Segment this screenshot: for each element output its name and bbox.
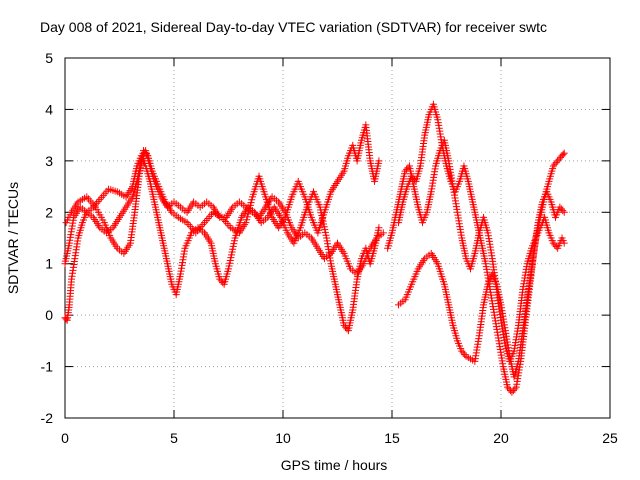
trace-e-marker xyxy=(557,205,565,213)
y-tick-label: 0 xyxy=(45,307,53,323)
trace-d-marker xyxy=(559,150,567,158)
data-points xyxy=(61,100,568,396)
trace-a-marker xyxy=(217,277,225,285)
trace-d-marker xyxy=(552,159,560,167)
trace-e-point xyxy=(508,388,516,396)
trace-e-marker xyxy=(511,385,519,393)
y-tick-label: 5 xyxy=(45,50,53,66)
trace-f-point xyxy=(560,239,568,247)
trace-a-marker xyxy=(341,323,349,331)
y-tick-label: 2 xyxy=(45,204,53,220)
trace-e-point xyxy=(504,383,512,391)
x-tick-label: 0 xyxy=(61,430,69,446)
trace-b-marker xyxy=(243,216,251,224)
trace-e-point xyxy=(560,208,568,216)
axis-ticks: 0 5 10 15 20 25 -2 -1 0 1 2 3 4 5 xyxy=(41,50,618,446)
y-tick-label: -2 xyxy=(41,410,54,426)
x-tick-label: 20 xyxy=(493,430,509,446)
trace-c-point xyxy=(379,229,387,237)
trace-d-point xyxy=(549,162,557,170)
trace-d-marker xyxy=(551,160,559,168)
x-tick-label: 10 xyxy=(275,430,291,446)
trace-b-point xyxy=(375,157,383,165)
trace-f-point xyxy=(549,239,557,247)
trace-e-marker xyxy=(509,387,517,395)
trace-b-marker xyxy=(243,213,251,221)
trace-b-marker xyxy=(247,199,255,207)
trace-a-point xyxy=(375,224,383,232)
trace-b-marker xyxy=(248,196,256,204)
y-tick-label: 4 xyxy=(45,101,53,117)
trace-b-point xyxy=(242,219,250,227)
x-tick-label: 15 xyxy=(384,430,400,446)
plot-frame xyxy=(64,57,611,419)
trace-f-marker xyxy=(403,165,411,173)
trace-d-point xyxy=(458,347,466,355)
x-tick-label: 25 xyxy=(602,430,618,446)
trace-d-point xyxy=(560,149,568,157)
trace-d-marker xyxy=(459,349,467,357)
y-tick-label: 3 xyxy=(45,153,53,169)
grid-lines xyxy=(65,58,610,418)
x-axis-label: GPS time / hours xyxy=(281,457,388,473)
x-tick-label: 5 xyxy=(170,430,178,446)
y-tick-label: -1 xyxy=(41,359,54,375)
trace-f-marker xyxy=(551,241,559,249)
trace-a-marker xyxy=(62,315,70,323)
y-axis-label: SDTVAR / TECUs xyxy=(5,182,21,294)
trace-d-marker xyxy=(461,351,469,359)
y-tick-label: 1 xyxy=(45,256,53,272)
trace-e-point xyxy=(556,203,564,211)
trace-e-marker xyxy=(559,207,567,215)
chart-title: Day 008 of 2021, Sidereal Day-to-day VTE… xyxy=(40,19,547,35)
trace-d-point xyxy=(554,157,562,165)
trace-d-marker xyxy=(555,155,563,163)
